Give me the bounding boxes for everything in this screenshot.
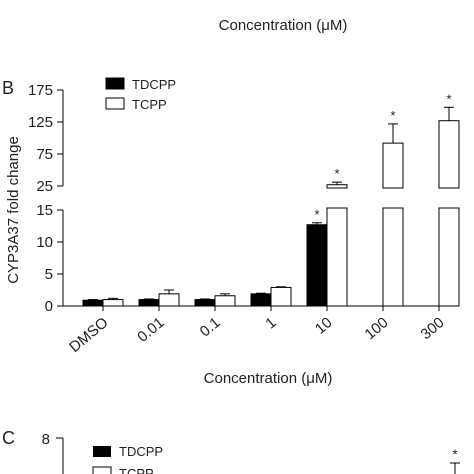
- panel-c-legend-tdcpp: TDCPP: [119, 444, 163, 459]
- y-tick-label: 75: [36, 146, 53, 163]
- x-tick-label: DMSO: [66, 314, 111, 356]
- y-axis-label: CYP3A37 fold change: [5, 136, 22, 284]
- panel-c-legend-swatch-tcpp: [92, 466, 112, 474]
- y-tick-label: 15: [36, 202, 53, 219]
- bar: [270, 286, 292, 307]
- y-tick-label: 175: [28, 82, 53, 99]
- x-tick-label: 0.1: [197, 314, 224, 340]
- significance-marker: *: [334, 166, 339, 181]
- panel-b-label: B: [2, 78, 14, 98]
- bar: [250, 293, 272, 307]
- bar: [214, 295, 236, 307]
- significance-marker: *: [446, 91, 451, 106]
- panel-c-significance-marker: *: [452, 446, 458, 462]
- bar: [82, 299, 104, 307]
- panel-c-y-tick: 8: [42, 431, 50, 448]
- legend-swatch: [105, 77, 125, 90]
- bar: [382, 207, 404, 307]
- panel-c-legend-swatch-tdcpp: [93, 446, 111, 457]
- x-tick-label: 10: [312, 314, 336, 338]
- legend-label: TCPP: [132, 97, 167, 112]
- panel-a-xlabel: Concentration (μM): [219, 17, 348, 34]
- panel-c-legend-tcpp: TCPP: [119, 466, 154, 474]
- significance-marker: *: [390, 108, 395, 123]
- bar: [306, 224, 328, 307]
- y-tick-label: 5: [45, 266, 53, 283]
- bar: [138, 299, 160, 307]
- x-tick-label: 1: [262, 314, 279, 332]
- x-tick-label: 300: [417, 314, 447, 343]
- significance-marker: *: [314, 207, 319, 222]
- legend-label: TDCPP: [132, 77, 176, 92]
- bar: [382, 142, 404, 189]
- x-tick-label: 100: [361, 314, 391, 343]
- bar: [102, 299, 124, 307]
- bar: [326, 184, 348, 189]
- y-tick-label: 25: [36, 178, 53, 195]
- panel-c-label: C: [2, 428, 15, 448]
- y-tick-label: 10: [36, 234, 53, 251]
- bar: [438, 120, 460, 189]
- y-tick-label: 0: [45, 298, 53, 315]
- legend-swatch: [105, 97, 125, 110]
- bar: [326, 207, 348, 307]
- y-tick-label: 125: [28, 114, 53, 131]
- bar: [158, 293, 180, 307]
- panel-b-plot: 0 5 10 15 25 75 125 175 DMSO 0.01 0.1 1 10 100 300 * * * *…: [28, 77, 460, 356]
- x-tick-label: 0.01: [134, 314, 167, 346]
- bar: [438, 207, 460, 307]
- x-axis-label: Concentration (μM): [204, 370, 333, 387]
- bar: [194, 299, 216, 307]
